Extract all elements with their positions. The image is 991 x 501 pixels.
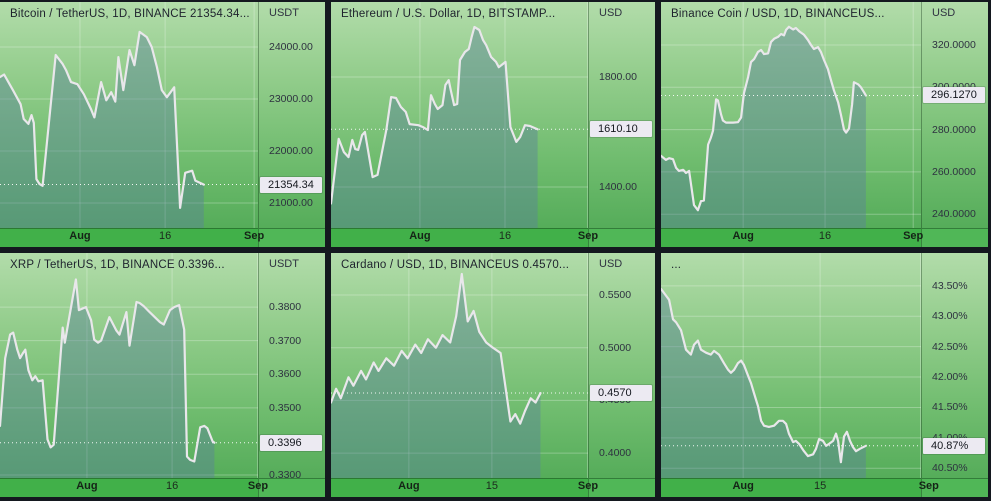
y-axis-tick: 0.3800	[269, 301, 302, 314]
y-axis-tick: 0.3600	[269, 368, 302, 381]
y-axis-tick: 40.50%	[932, 462, 968, 475]
x-axis-label: Aug	[398, 480, 420, 492]
axis-currency-label: USD	[599, 7, 623, 19]
chart-plot-area[interactable]: Cardano / USD, 1D, BINANCEUS 0.4570...	[331, 253, 588, 478]
chart-panel-ethereum[interactable]: Ethereum / U.S. Dollar, 1D, BITSTAMP... …	[331, 2, 655, 247]
x-axis-label: Sep	[577, 480, 599, 492]
y-axis-tick: 0.4000	[599, 447, 632, 460]
price-area-chart	[331, 253, 588, 478]
chart-panel-btc-dominance[interactable]: ... 43.50%43.00%42.50%42.00%41.50%41.00%…	[661, 253, 988, 497]
axis-currency-label: USDT	[269, 258, 299, 270]
y-axis-tick: 0.5500	[599, 289, 632, 302]
x-axis-label: 16	[818, 230, 832, 242]
y-axis-tick: 24000.00	[269, 40, 313, 53]
time-axis[interactable]: Aug 16 Sep	[0, 478, 268, 497]
axis-corner	[258, 478, 325, 497]
y-axis-tick: 0.3300	[269, 468, 302, 481]
x-axis-label: Sep	[244, 230, 265, 242]
price-axis[interactable]: USD 1800.00 1400.00 1610.10	[588, 2, 655, 228]
x-axis-label: 16	[158, 230, 172, 242]
y-axis-tick: 41.50%	[932, 401, 968, 414]
symbol-title[interactable]: Cardano / USD, 1D, BINANCEUS 0.4570...	[341, 259, 570, 271]
y-axis-tick: 42.50%	[932, 340, 968, 353]
time-axis[interactable]: Aug 16 Sep	[0, 228, 264, 247]
price-area-chart	[331, 2, 588, 228]
time-axis[interactable]: Aug 16 Sep	[331, 228, 598, 247]
x-axis-label: Aug	[732, 230, 754, 242]
price-axis[interactable]: USD 320.0000300.0000280.0000260.0000240.…	[921, 2, 988, 228]
chart-plot-area[interactable]: Binance Coin / USD, 1D, BINANCEUS...	[661, 2, 921, 228]
x-axis-label: Sep	[903, 230, 924, 242]
y-axis-tick: 260.0000	[932, 165, 976, 178]
price-area-chart	[661, 2, 921, 228]
y-axis-tick: 43.00%	[932, 310, 968, 323]
x-axis-label: Aug	[69, 230, 91, 242]
axis-corner	[588, 478, 655, 497]
y-axis-tick: 240.0000	[932, 208, 976, 221]
last-price-tag: 0.3396	[260, 434, 322, 451]
time-axis[interactable]: Aug 16 Sep	[661, 228, 924, 247]
price-axis[interactable]: USDT 0.3800 0.3700 0.3600 0.3500 0.3300 0.339…	[258, 253, 325, 481]
y-axis-tick: 0.3700	[269, 334, 302, 347]
chart-panel-bitcoin[interactable]: Bitcoin / TetherUS, 1D, BINANCE 21354.34…	[0, 2, 325, 247]
symbol-title[interactable]: Binance Coin / USD, 1D, BINANCEUS...	[671, 8, 885, 20]
axis-corner	[588, 228, 655, 247]
x-axis-label: Aug	[76, 480, 98, 492]
symbol-title[interactable]: ...	[671, 259, 682, 271]
y-axis-tick: 1800.00	[599, 71, 637, 84]
last-price-tag: 1610.10	[590, 121, 652, 138]
chart-plot-area[interactable]: ...	[661, 253, 921, 478]
axis-corner	[921, 228, 988, 247]
x-axis-label: 15	[813, 480, 827, 492]
y-axis-tick: 280.0000	[932, 123, 976, 136]
chart-panel-xrp[interactable]: XRP / TetherUS, 1D, BINANCE 0.3396... US…	[0, 253, 325, 497]
last-price-tag: 40.87%	[923, 437, 985, 454]
chart-panel-binance-coin[interactable]: Binance Coin / USD, 1D, BINANCEUS... USD…	[661, 2, 988, 247]
last-price-tag: 0.4570	[590, 385, 652, 402]
y-axis-tick: 43.50%	[932, 279, 968, 292]
x-axis-label: Sep	[247, 480, 269, 492]
axis-currency-label: USDT	[269, 7, 299, 19]
axis-currency-label: USD	[932, 7, 956, 19]
y-axis-tick: 0.3500	[269, 401, 302, 414]
price-axis[interactable]: 43.50%43.00%42.50%42.00%41.50%41.00%40.5…	[921, 253, 988, 478]
last-price-tag: 296.1270	[923, 87, 985, 104]
price-area-chart	[661, 253, 921, 478]
symbol-title[interactable]: Ethereum / U.S. Dollar, 1D, BITSTAMP...	[341, 8, 556, 20]
chart-plot-area[interactable]: Bitcoin / TetherUS, 1D, BINANCE 21354.34…	[0, 2, 258, 228]
x-axis-label: 16	[165, 480, 179, 492]
y-axis-tick: 320.0000	[932, 38, 976, 51]
y-axis-tick: 42.00%	[932, 371, 968, 384]
x-axis-label: 15	[485, 480, 498, 492]
x-axis-label: Sep	[577, 230, 599, 242]
price-area-chart	[0, 2, 258, 228]
price-axis[interactable]: USDT 24000.00 23000.00 22000.00 21000.00 213…	[258, 2, 325, 228]
x-axis-label: 16	[498, 230, 512, 242]
chart-plot-area[interactable]: Ethereum / U.S. Dollar, 1D, BITSTAMP...	[331, 2, 588, 228]
y-axis-tick: 0.5000	[599, 341, 632, 354]
y-axis-tick: 23000.00	[269, 92, 313, 105]
y-axis-tick: 1400.00	[599, 181, 637, 194]
symbol-title[interactable]: XRP / TetherUS, 1D, BINANCE 0.3396...	[10, 259, 225, 271]
axis-corner	[258, 228, 325, 247]
chart-panel-cardano[interactable]: Cardano / USD, 1D, BINANCEUS 0.4570... U…	[331, 253, 655, 497]
time-axis[interactable]: Aug 15 Sep	[661, 478, 939, 497]
x-axis-label: Sep	[918, 480, 939, 492]
y-axis-tick: 21000.00	[269, 196, 313, 209]
time-axis[interactable]: Aug 15 Sep	[331, 478, 598, 497]
axis-currency-label: USD	[599, 258, 623, 270]
symbol-title[interactable]: Bitcoin / TetherUS, 1D, BINANCE 21354.34…	[10, 8, 250, 20]
axis-corner	[921, 478, 988, 497]
y-axis-tick: 22000.00	[269, 144, 313, 157]
last-price-tag: 21354.34	[260, 176, 322, 193]
x-axis-label: Aug	[409, 230, 431, 242]
x-axis-label: Aug	[732, 480, 754, 492]
price-area-chart	[0, 253, 258, 478]
chart-plot-area[interactable]: XRP / TetherUS, 1D, BINANCE 0.3396...	[0, 253, 258, 478]
